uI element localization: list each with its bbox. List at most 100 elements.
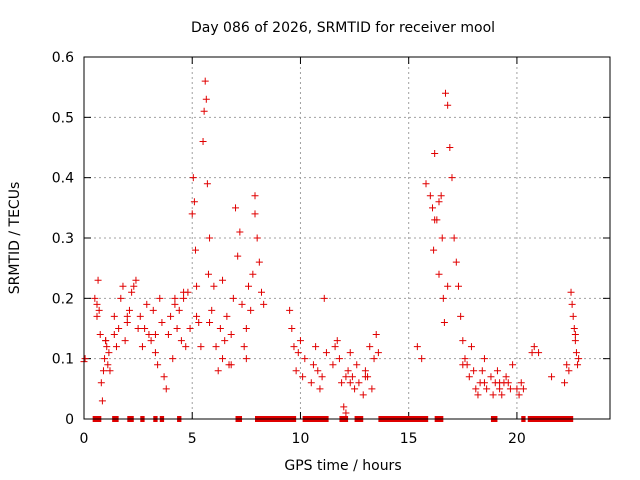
data-point	[130, 282, 138, 290]
chart-title: Day 086 of 2026, SRMTID for receiver moo…	[191, 20, 495, 36]
data-point	[188, 210, 196, 218]
data-point	[301, 355, 309, 363]
data-point	[361, 373, 369, 381]
data-point	[223, 312, 231, 320]
data-point	[201, 77, 209, 85]
data-point	[344, 367, 352, 375]
data-point	[132, 276, 140, 284]
data-point	[240, 343, 248, 351]
data-point	[487, 373, 495, 381]
data-point	[95, 306, 103, 314]
data-point	[548, 373, 556, 381]
data-point	[96, 331, 104, 339]
data-point	[340, 403, 348, 411]
data-point	[459, 337, 467, 345]
data-point	[123, 312, 131, 320]
data-point	[260, 300, 268, 308]
data-point	[212, 343, 220, 351]
data-point	[480, 355, 488, 363]
data-point	[574, 361, 582, 369]
data-point	[200, 107, 208, 115]
y-axis-label: SRMTID / TECUs	[7, 182, 23, 295]
data-point	[286, 306, 294, 314]
data-point	[351, 385, 359, 393]
data-point	[496, 379, 504, 387]
data-point	[136, 312, 144, 320]
y-tick-label: 0.6	[52, 50, 74, 66]
data-point	[251, 210, 259, 218]
data-point	[255, 258, 263, 266]
data-point	[563, 361, 571, 369]
data-point	[247, 306, 255, 314]
data-point	[483, 385, 491, 393]
data-point	[346, 349, 354, 357]
x-tick-label: 0	[80, 431, 89, 447]
data-point	[322, 349, 330, 357]
data-point	[171, 294, 179, 302]
data-point	[509, 361, 517, 369]
data-point	[457, 312, 465, 320]
data-point	[454, 282, 462, 290]
data-point	[253, 234, 261, 242]
data-point	[110, 331, 118, 339]
data-point	[502, 373, 510, 381]
data-point	[312, 343, 320, 351]
data-point	[498, 391, 506, 399]
data-point	[480, 379, 488, 387]
data-point	[171, 300, 179, 308]
data-point	[431, 150, 439, 158]
data-point	[151, 349, 159, 357]
data-point	[561, 379, 569, 387]
data-point	[242, 355, 250, 363]
data-point	[164, 331, 172, 339]
data-point	[299, 373, 307, 381]
data-point	[570, 325, 578, 332]
data-point	[115, 325, 123, 332]
y-tick-label: 0.2	[52, 291, 74, 307]
data-point	[147, 337, 155, 345]
data-point	[435, 270, 443, 278]
data-point	[204, 270, 212, 278]
data-point	[245, 282, 253, 290]
data-point	[370, 355, 378, 363]
data-point	[257, 288, 265, 296]
data-point	[437, 192, 445, 200]
data-point	[329, 361, 337, 369]
data-point	[441, 89, 449, 97]
data-point	[530, 343, 538, 351]
data-point	[465, 373, 473, 381]
data-point	[180, 288, 188, 296]
data-point	[210, 282, 218, 290]
data-point	[99, 367, 107, 375]
data-point	[331, 343, 339, 351]
tick-labels: 0 0.1 0.2 0.3 0.4 0.5 0.6 0 5 10 15 20	[52, 50, 526, 447]
data-point	[366, 343, 374, 351]
data-point	[422, 180, 430, 188]
data-point	[191, 246, 199, 254]
axis-ticks	[83, 56, 610, 420]
data-point	[335, 355, 343, 363]
data-point	[333, 337, 341, 345]
data-point	[101, 355, 109, 363]
data-point	[426, 192, 434, 200]
data-point	[374, 349, 382, 357]
data-point	[493, 367, 501, 375]
data-point	[413, 343, 421, 351]
data-point	[440, 318, 448, 326]
data-point	[149, 306, 157, 314]
data-point	[504, 379, 512, 387]
data-point	[316, 385, 324, 393]
data-point	[439, 294, 447, 302]
data-point	[160, 373, 168, 381]
data-point	[496, 385, 504, 393]
data-point	[346, 379, 354, 387]
data-point	[294, 349, 302, 357]
data-point	[251, 192, 259, 200]
data-point	[314, 367, 322, 375]
data-point	[162, 385, 170, 393]
data-point	[232, 204, 240, 212]
data-point	[571, 331, 579, 339]
data-point	[195, 318, 203, 326]
data-point	[430, 246, 438, 254]
data-point	[517, 379, 525, 387]
